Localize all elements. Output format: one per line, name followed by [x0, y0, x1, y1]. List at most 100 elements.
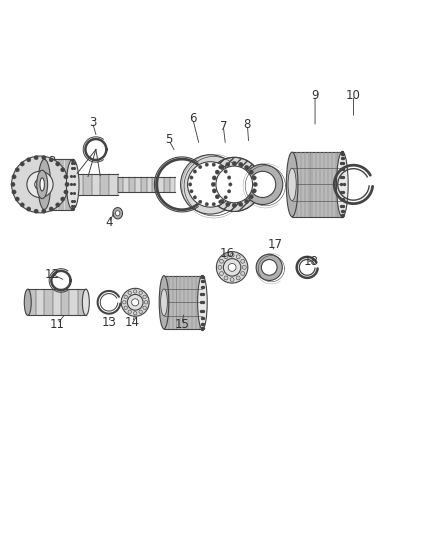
Bar [183, 276, 185, 329]
Circle shape [252, 189, 256, 193]
Circle shape [228, 263, 236, 271]
Circle shape [188, 183, 192, 186]
Circle shape [219, 200, 222, 204]
Circle shape [27, 158, 31, 162]
Ellipse shape [288, 168, 296, 200]
Circle shape [232, 161, 237, 166]
Circle shape [139, 310, 142, 313]
Bar [141, 176, 147, 192]
Circle shape [193, 196, 197, 199]
Circle shape [230, 278, 234, 281]
Ellipse shape [336, 152, 348, 217]
Bar [304, 152, 306, 217]
Circle shape [198, 200, 202, 204]
Text: 11: 11 [50, 318, 65, 330]
Circle shape [212, 163, 215, 166]
Circle shape [64, 190, 68, 194]
Circle shape [15, 167, 19, 172]
Circle shape [15, 197, 19, 201]
Circle shape [223, 259, 241, 276]
Circle shape [65, 182, 69, 187]
Circle shape [128, 291, 131, 295]
Circle shape [227, 190, 231, 193]
Circle shape [216, 252, 248, 283]
Bar [164, 176, 170, 192]
Circle shape [34, 209, 38, 213]
Circle shape [11, 182, 15, 187]
Circle shape [212, 203, 215, 206]
Text: 15: 15 [174, 318, 189, 330]
Circle shape [60, 167, 65, 172]
Bar [187, 276, 189, 329]
Bar [44, 289, 53, 316]
Ellipse shape [38, 159, 51, 209]
Bar [28, 289, 86, 316]
Circle shape [230, 253, 234, 257]
Text: 12: 12 [45, 268, 60, 281]
Text: 5: 5 [165, 133, 173, 147]
Circle shape [241, 260, 245, 263]
Bar [118, 176, 175, 192]
Circle shape [60, 197, 65, 201]
Circle shape [212, 189, 216, 193]
Text: 2: 2 [49, 155, 56, 168]
Circle shape [49, 207, 53, 211]
Circle shape [49, 158, 53, 162]
Text: 3: 3 [89, 116, 96, 129]
Circle shape [190, 176, 193, 179]
Text: 18: 18 [303, 255, 318, 268]
Circle shape [205, 163, 208, 166]
Circle shape [226, 163, 230, 167]
Circle shape [219, 271, 223, 276]
Ellipse shape [24, 289, 31, 316]
Circle shape [218, 265, 222, 269]
Bar [28, 289, 36, 316]
Circle shape [219, 165, 222, 169]
Circle shape [220, 199, 224, 204]
Text: 8: 8 [244, 118, 251, 131]
Bar [198, 276, 201, 329]
Circle shape [232, 203, 237, 207]
Circle shape [229, 183, 232, 186]
Text: 10: 10 [346, 89, 361, 102]
Bar [100, 174, 109, 195]
Circle shape [239, 202, 243, 206]
Ellipse shape [40, 178, 44, 191]
Circle shape [261, 260, 277, 275]
Bar [319, 152, 321, 217]
Circle shape [42, 156, 46, 160]
Bar [83, 174, 92, 195]
Circle shape [139, 291, 142, 295]
Circle shape [56, 162, 60, 166]
Bar [315, 152, 317, 217]
Bar [195, 276, 197, 329]
Ellipse shape [116, 211, 120, 216]
Circle shape [64, 175, 68, 179]
Circle shape [121, 288, 149, 316]
Circle shape [207, 157, 261, 212]
Circle shape [236, 255, 240, 259]
Circle shape [256, 254, 283, 280]
Circle shape [134, 289, 137, 293]
Bar [323, 152, 325, 217]
Bar [44, 159, 73, 209]
Text: 17: 17 [267, 238, 283, 251]
Circle shape [241, 271, 245, 276]
Circle shape [242, 265, 246, 269]
Circle shape [12, 156, 68, 213]
Circle shape [124, 306, 127, 310]
Bar [78, 289, 86, 316]
Text: 9: 9 [311, 89, 319, 102]
Circle shape [211, 182, 215, 187]
Bar [311, 152, 313, 217]
Bar [335, 152, 336, 217]
Circle shape [20, 203, 25, 207]
Circle shape [224, 255, 228, 259]
Circle shape [42, 209, 46, 213]
Circle shape [198, 165, 202, 169]
Circle shape [249, 195, 254, 199]
Circle shape [12, 190, 16, 194]
Circle shape [132, 299, 139, 306]
Bar [118, 176, 124, 192]
Ellipse shape [161, 289, 167, 316]
